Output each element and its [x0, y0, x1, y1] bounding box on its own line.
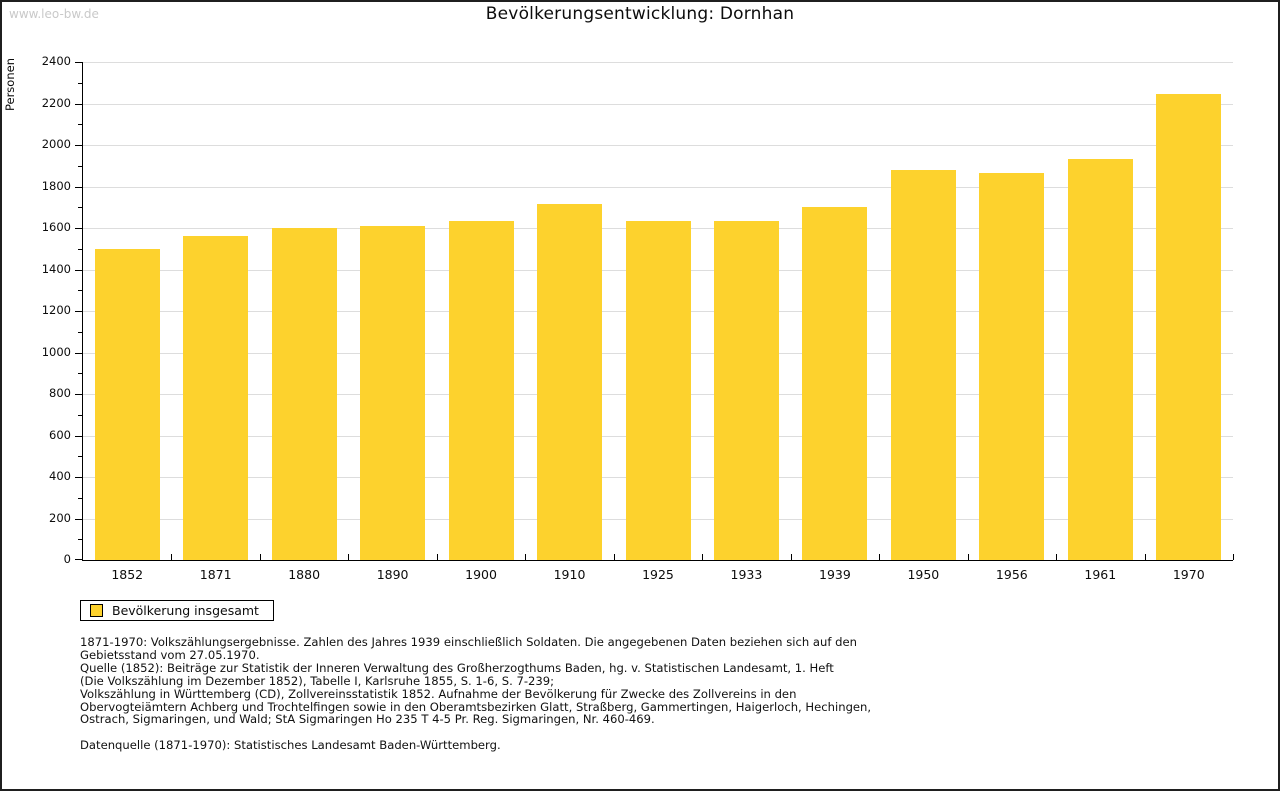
x-axis-category-label: 1910 — [553, 567, 586, 582]
y-axis-tick-label: 800 — [49, 386, 71, 400]
y-axis-major-tick — [75, 518, 83, 520]
y-axis-minor-tick — [78, 82, 83, 84]
x-axis-category-label: 1950 — [907, 567, 940, 582]
footnote-line: Quelle (1852): Beiträge zur Statistik de… — [80, 660, 834, 675]
x-axis-boundary-tick — [968, 554, 969, 560]
x-axis-category-label: 1890 — [376, 567, 409, 582]
x-axis-boundary-tick — [525, 554, 526, 560]
y-axis-tick-label: 2400 — [41, 54, 71, 68]
x-axis-boundary-tick — [702, 554, 703, 560]
footnotes-block: 1871-1970: Volkszählungsergebnisse. Zahl… — [80, 636, 871, 752]
bar — [1067, 158, 1133, 560]
x-axis-boundary-tick — [1233, 554, 1234, 560]
x-axis-boundary-tick — [1056, 554, 1057, 560]
y-axis-tick-label: 2000 — [41, 137, 71, 151]
y-axis-minor-tick — [78, 373, 83, 375]
chart-title: Bevölkerungsentwicklung: Dornhan — [485, 4, 795, 24]
x-axis-category-label: 1970 — [1172, 567, 1205, 582]
footnote-line: Obervogteiämtern Achberg und Trochtelfin… — [80, 699, 872, 714]
legend-label: Bevölkerung insgesamt — [112, 603, 259, 618]
bar — [183, 236, 249, 560]
y-axis-tick-label: 1800 — [41, 178, 71, 193]
x-axis-category-label: 1961 — [1084, 567, 1117, 582]
y-gridline — [83, 186, 1233, 188]
x-axis-category-label: 1933 — [730, 567, 763, 582]
x-axis-boundary-tick — [260, 554, 261, 560]
x-axis-boundary-tick — [614, 554, 615, 560]
y-axis-major-tick — [75, 394, 83, 395]
y-axis-tick-label: 600 — [49, 427, 71, 442]
y-axis-major-tick — [75, 477, 83, 478]
y-axis-minor-tick — [78, 124, 83, 126]
y-axis-major-tick — [75, 269, 83, 271]
bar — [713, 220, 779, 560]
y-axis-tick-label: 1200 — [41, 303, 71, 317]
bar — [94, 248, 160, 560]
y-axis-major-tick — [75, 435, 83, 437]
bar — [448, 220, 514, 560]
y-axis-major-tick — [75, 186, 83, 188]
plot-area: 0 200 400 600 800 1000 1200 1400 1600 1800 2000 220… — [42, 54, 1234, 582]
bar — [890, 169, 956, 560]
y-axis-tick-label: 1400 — [41, 261, 71, 276]
y-axis-tick-label: 2200 — [41, 95, 71, 110]
y-axis-major-tick — [75, 559, 83, 560]
footnote-line: (Die Volkszählung im Dezember 1852), Tab… — [80, 673, 555, 688]
y-axis-minor-tick — [78, 290, 83, 292]
x-axis-boundary-tick — [437, 554, 438, 560]
y-axis-minor-tick — [78, 165, 83, 167]
y-axis-minor-tick — [78, 539, 83, 541]
y-axis-tick-label: 0 — [63, 552, 71, 566]
y-gridline — [83, 103, 1233, 105]
x-axis-category-label: 1871 — [199, 567, 232, 582]
x-axis-boundary-tick — [879, 554, 880, 560]
y-axis-minor-tick — [78, 456, 83, 458]
y-axis-tick-label: 400 — [49, 469, 71, 483]
x-axis-category-label: 1939 — [819, 567, 851, 582]
legend-swatch-icon — [90, 604, 103, 617]
y-axis-major-tick — [75, 228, 83, 229]
y-axis-minor-tick — [78, 207, 83, 209]
y-gridline — [83, 145, 1233, 146]
footnote-line: Volkszählung in Württemberg (CD), Zollve… — [80, 686, 797, 701]
datasource-line: Datenquelle (1871-1970): Statistisches L… — [80, 738, 501, 753]
bar — [360, 225, 426, 560]
y-axis-tick-label: 1000 — [41, 344, 71, 359]
footnote-line: 1871-1970: Volkszählungsergebnisse. Zahl… — [80, 635, 857, 649]
watermark-url: www.leo-bw.de — [9, 7, 99, 21]
y-axis-tick-label: 200 — [49, 510, 71, 525]
x-axis-boundary-tick — [171, 554, 172, 560]
y-axis-major-tick — [75, 145, 83, 146]
y-gridline — [83, 62, 1233, 63]
y-axis-major-tick — [75, 311, 83, 312]
bar — [979, 173, 1045, 560]
bar — [625, 220, 691, 560]
y-axis-major-tick — [75, 352, 83, 354]
y-axis-label: Personen — [3, 58, 17, 112]
bar — [271, 228, 337, 560]
y-axis-minor-tick — [78, 331, 83, 333]
x-axis-boundary-tick — [1145, 554, 1146, 560]
x-axis-category-label: 1900 — [465, 567, 497, 582]
legend-box: Bevölkerung insgesamt — [80, 600, 274, 621]
x-axis-category-label: 1880 — [288, 567, 321, 582]
footnote-line: Ostrach, Sigmaringen, und Wald; StA Sigm… — [80, 712, 655, 727]
x-axis-category-label: 1852 — [111, 567, 144, 582]
y-axis-minor-tick — [78, 497, 83, 499]
y-axis-minor-tick — [78, 248, 83, 250]
y-axis-tick-label: 1600 — [41, 220, 71, 234]
bar — [1156, 94, 1222, 560]
y-axis-major-tick — [75, 103, 83, 105]
x-axis-category-label: 1956 — [995, 567, 1028, 582]
y-axis-minor-tick — [78, 414, 83, 416]
footnote-line: Gebietsstand vom 27.05.1970. — [80, 647, 260, 662]
bar — [537, 204, 603, 560]
bar — [802, 207, 868, 560]
x-axis-category-label: 1925 — [642, 567, 674, 582]
x-axis-boundary-tick — [791, 554, 792, 560]
y-axis-major-tick — [75, 62, 83, 63]
x-axis-boundary-tick — [348, 554, 349, 560]
